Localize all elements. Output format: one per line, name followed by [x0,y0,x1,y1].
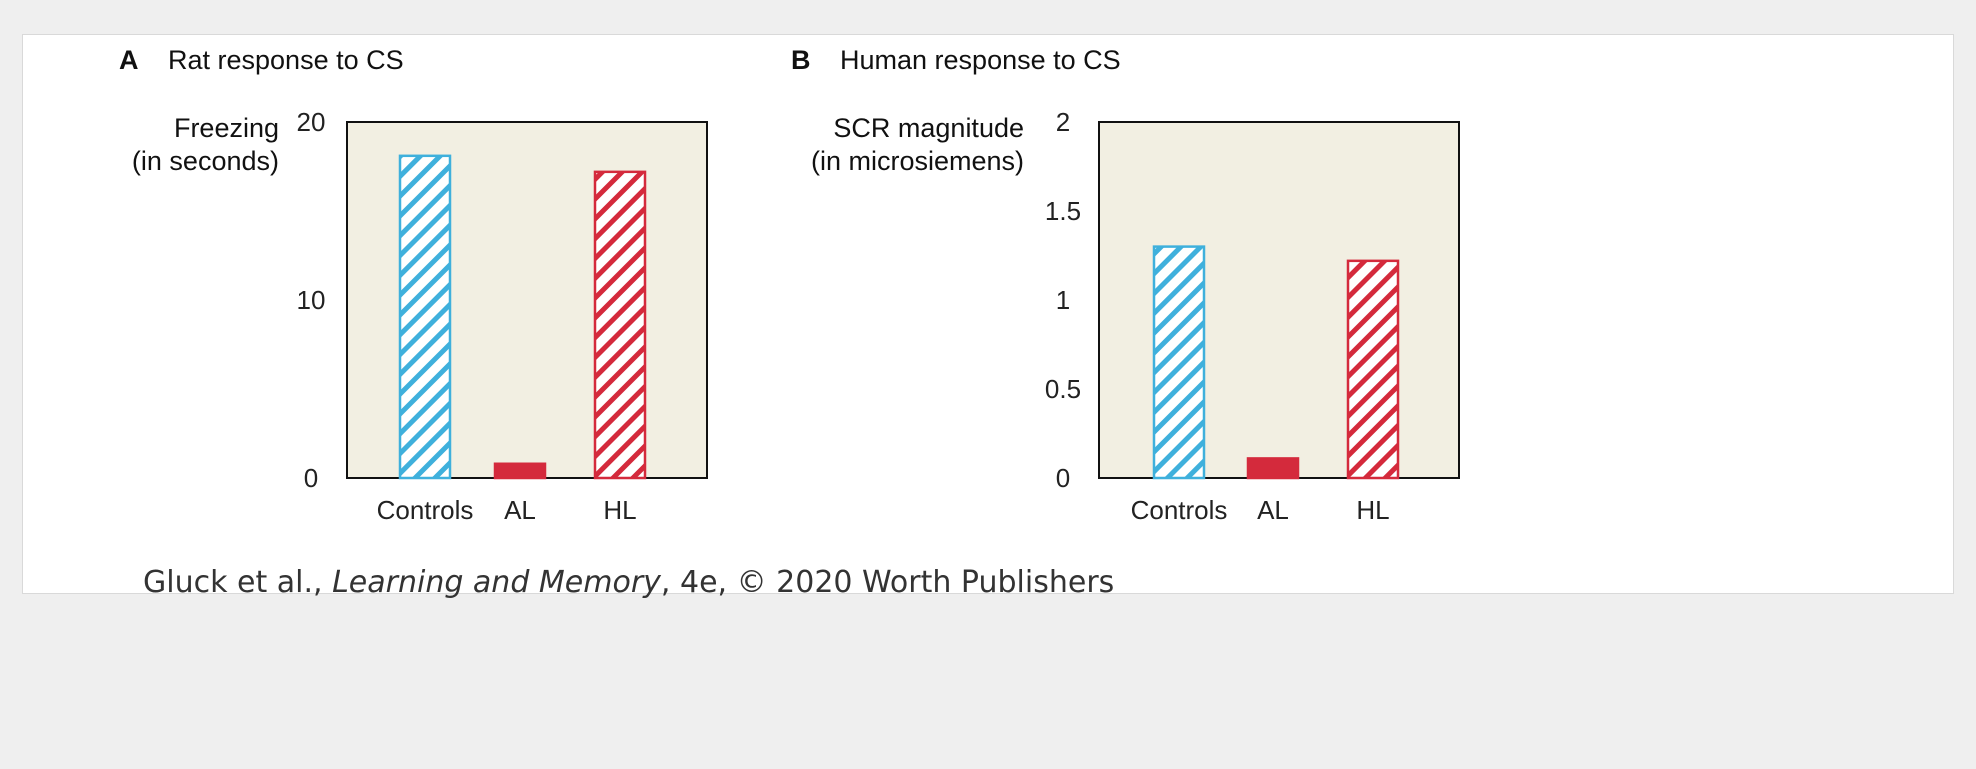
panel-a-bar-hl [593,170,647,480]
panel-b-bars [1152,245,1400,480]
credit-prefix: Gluck et al., [143,565,333,600]
credit-suffix: , 4e, © 2020 Worth Publishers [660,565,1115,600]
panel-a-bar-controls [398,154,452,480]
panel-a-bars [398,154,647,480]
credit-book-title: Learning and Memory [332,565,661,600]
panel-b-ylabel-line1: SCR magnitude [833,113,1024,143]
panel-a-y-tick-label: 10 [297,285,326,315]
panel-b-bar-al [1246,457,1300,480]
panel-a-ylabel-line2: (in seconds) [132,146,279,176]
panel-b-ylabel-line2: (in microsiemens) [811,146,1024,176]
panel-b-category-label: HL [1356,495,1389,525]
panel-a-category-label: HL [603,495,636,525]
panel-b-category-label: Controls [1131,495,1228,525]
panel-b-y-tick-label: 2 [1056,107,1070,137]
panel-a-y-tick-label: 0 [304,463,318,493]
panel-b-bar-hl [1346,259,1400,480]
panel-b-y-ticks: 0 0.5 1 1.5 2 [1045,107,1081,493]
panel-a-letter: A [119,45,139,75]
panel-b-title: Human response to CS [840,45,1121,75]
panel-b-y-tick-label: 0 [1056,463,1070,493]
panel-b-y-tick-label: 0.5 [1045,374,1081,404]
panel-a-y-tick-label: 20 [297,107,326,137]
panel-a-y-ticks: 0 10 20 [297,107,326,493]
panel-a: A Rat response to CS Freezing (in second… [119,45,708,525]
panel-b-category-label: AL [1257,495,1289,525]
panel-b-bar-controls [1152,245,1206,480]
panel-a-title: Rat response to CS [168,45,404,75]
figure-card: A Rat response to CS Freezing (in second… [22,34,1954,600]
panel-b-y-tick-label: 1 [1056,285,1070,315]
panel-a-category-label: AL [504,495,536,525]
panel-b-letter: B [791,45,811,75]
panel-b: B Human response to CS SCR magnitude (in… [791,45,1460,525]
panel-b-y-tick-label: 1.5 [1045,196,1081,226]
figure-credit: Gluck et al., Learning and Memory, 4e, ©… [143,565,1114,600]
panel-b-category-labels: Controls AL HL [1131,495,1390,525]
panel-a-bar-al [493,462,547,480]
figure-svg: A Rat response to CS Freezing (in second… [119,45,1460,525]
panel-a-ylabel-line1: Freezing [174,113,279,143]
panel-a-category-labels: Controls AL HL [377,495,637,525]
panel-a-category-label: Controls [377,495,474,525]
